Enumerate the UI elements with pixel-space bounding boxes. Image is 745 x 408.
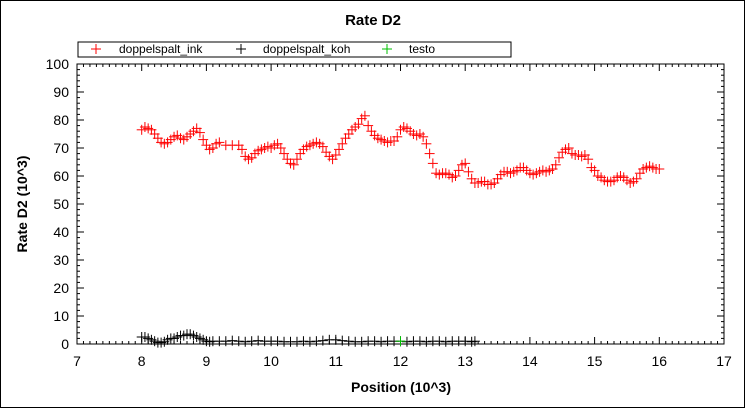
- data-point: [288, 159, 299, 170]
- data-point: [392, 131, 403, 142]
- data-point: [376, 336, 387, 347]
- series-doppelspalt_koh: [136, 329, 480, 348]
- data-point: [337, 335, 348, 346]
- y-tick-label: 50: [53, 196, 69, 212]
- data-point: [330, 334, 341, 345]
- data-point: [353, 119, 364, 130]
- data-point: [311, 336, 322, 347]
- data-point: [440, 336, 451, 347]
- data-point: [414, 336, 425, 347]
- x-tick-label: 9: [203, 353, 211, 369]
- data-point: [227, 335, 238, 346]
- y-tick-label: 0: [61, 336, 69, 352]
- data-point: [563, 143, 574, 153]
- y-tick-label: 30: [53, 252, 69, 268]
- x-tick-label: 16: [652, 353, 668, 369]
- plot-area: [76, 63, 725, 345]
- x-tick-label: 15: [587, 353, 603, 369]
- x-tick-label: 7: [73, 353, 81, 369]
- legend-entry-label: doppelspalt_ink: [119, 42, 203, 56]
- data-point: [246, 336, 257, 347]
- data-point: [460, 336, 471, 347]
- series-doppelspalt_ink: [136, 110, 665, 190]
- data-point: [272, 336, 283, 347]
- data-point: [240, 336, 251, 347]
- data-point: [421, 336, 432, 347]
- data-point: [304, 336, 315, 347]
- y-tick-label: 100: [46, 56, 70, 72]
- data-point: [291, 336, 302, 347]
- data-point: [236, 144, 247, 155]
- data-point: [421, 138, 432, 149]
- y-tick-label: 40: [53, 224, 69, 240]
- y-tick-label: 90: [53, 84, 69, 100]
- data-point: [214, 137, 225, 148]
- x-tick-label: 10: [263, 353, 279, 369]
- data-point: [317, 335, 328, 346]
- legend-marker: [236, 44, 246, 54]
- data-point: [343, 336, 354, 347]
- x-tick-label: 12: [393, 353, 409, 369]
- x-tick-label: 13: [457, 353, 473, 369]
- data-point: [424, 148, 435, 159]
- x-tick-label: 11: [329, 353, 344, 369]
- data-point: [356, 336, 367, 347]
- x-tick-label: 14: [522, 353, 538, 369]
- data-point: [427, 158, 438, 169]
- data-point: [550, 159, 561, 170]
- data-point: [198, 134, 209, 145]
- data-point: [337, 138, 348, 149]
- data-point: [469, 336, 480, 347]
- legend-entry-label: testo: [409, 42, 435, 56]
- data-point: [291, 154, 302, 165]
- y-tick-label: 80: [53, 112, 69, 128]
- data-point: [363, 120, 374, 131]
- data-point: [359, 110, 370, 121]
- data-point: [369, 336, 380, 347]
- data-point: [418, 131, 429, 142]
- data-point: [434, 336, 445, 347]
- chart-title: Rate D2: [345, 12, 401, 29]
- data-point: [589, 165, 600, 176]
- data-point: [298, 336, 309, 347]
- series-layer: [136, 110, 665, 348]
- legend: doppelspalt_ink doppelspalt_koh testo: [91, 42, 435, 56]
- data-point: [631, 173, 642, 184]
- data-point: [554, 152, 565, 163]
- x-tick-label: 17: [716, 353, 732, 369]
- data-point: [275, 143, 286, 153]
- data-point: [317, 141, 328, 152]
- data-point: [583, 154, 594, 165]
- x-tick-label: 8: [138, 353, 146, 369]
- y-tick-label: 60: [53, 168, 69, 184]
- data-point: [453, 165, 464, 176]
- data-point: [401, 336, 412, 347]
- data-point: [220, 336, 231, 347]
- legend-marker: [91, 44, 101, 54]
- y-tick-label: 10: [53, 308, 69, 324]
- legend-entry-label: doppelspalt_koh: [263, 42, 350, 56]
- y-tick-label: 70: [53, 140, 69, 156]
- y-axis-label: Rate D2 (10^3): [14, 156, 30, 253]
- data-point: [253, 335, 264, 346]
- y-tick-label: 20: [53, 280, 69, 296]
- legend-marker: [382, 44, 392, 54]
- legend-box: [77, 41, 512, 58]
- data-point: [330, 150, 341, 160]
- data-point: [460, 158, 471, 169]
- x-axis-label: Position (10^3): [351, 379, 451, 395]
- data-point: [279, 148, 290, 159]
- data-point: [654, 164, 665, 174]
- series-testo: [395, 336, 406, 347]
- data-point: [233, 336, 244, 347]
- data-point: [463, 166, 474, 177]
- data-point: [395, 336, 406, 347]
- data-point: [194, 127, 205, 138]
- data-point: [334, 144, 345, 155]
- data-point: [450, 171, 461, 181]
